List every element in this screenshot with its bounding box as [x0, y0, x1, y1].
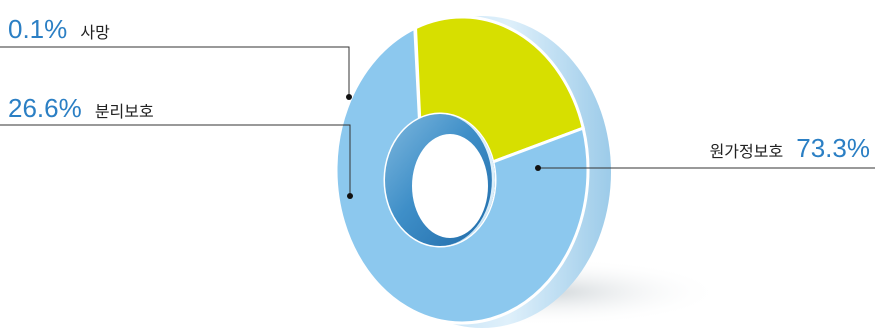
leader-dot-separation: [347, 193, 353, 199]
category-label-separation: 분리보호: [95, 102, 154, 121]
leader-lines: [0, 46, 875, 199]
leader-dot-death: [346, 94, 352, 100]
category-label-home: 원가정보호: [710, 142, 784, 161]
category-label-death: 사망: [80, 23, 110, 42]
value-label-death: 0.1%: [8, 14, 67, 44]
label-death: 0.1% 사망: [8, 14, 110, 44]
label-home: 원가정보호 73.3%: [710, 133, 870, 163]
slice-home: [334, 25, 590, 325]
value-label-separation: 26.6%: [8, 93, 82, 123]
leader-line-separation: [0, 124, 351, 196]
label-separation: 26.6% 분리보호: [8, 93, 154, 123]
value-label-home: 73.3%: [796, 133, 870, 163]
donut-hole: [385, 114, 495, 246]
leader-dot-home: [535, 165, 541, 171]
leader-line-death: [0, 46, 350, 97]
